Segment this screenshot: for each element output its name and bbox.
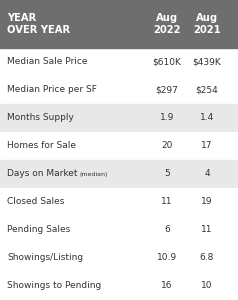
Bar — [0, 48, 238, 76]
Text: 5: 5 — [164, 169, 170, 178]
Text: 11: 11 — [201, 226, 213, 235]
Text: Showings/Listing: Showings/Listing — [7, 254, 83, 262]
Bar — [0, 244, 238, 272]
Text: Median Price per SF: Median Price per SF — [7, 85, 97, 94]
Text: 4: 4 — [204, 169, 210, 178]
Text: Months Supply: Months Supply — [7, 113, 74, 122]
Text: $439K: $439K — [193, 58, 221, 67]
Text: Aug
2022: Aug 2022 — [153, 13, 181, 35]
Text: 6: 6 — [164, 226, 170, 235]
Text: $610K: $610K — [153, 58, 181, 67]
Bar — [0, 104, 238, 132]
Bar — [0, 132, 238, 160]
Text: YEAR
OVER YEAR: YEAR OVER YEAR — [7, 13, 70, 35]
Text: Pending Sales: Pending Sales — [7, 226, 70, 235]
Text: (median): (median) — [79, 172, 107, 177]
Text: Days on Market: Days on Market — [7, 169, 78, 178]
Text: Showings to Pending: Showings to Pending — [7, 281, 101, 290]
Bar — [0, 272, 238, 300]
Text: $297: $297 — [156, 85, 178, 94]
Text: 10: 10 — [201, 281, 213, 290]
Text: 16: 16 — [161, 281, 173, 290]
Text: 19: 19 — [201, 197, 213, 206]
Bar — [0, 160, 238, 188]
Text: 11: 11 — [161, 197, 173, 206]
Text: Homes for Sale: Homes for Sale — [7, 142, 76, 151]
Text: $254: $254 — [196, 85, 218, 94]
Bar — [0, 76, 238, 104]
Text: Aug
2021: Aug 2021 — [193, 13, 221, 35]
Text: Closed Sales: Closed Sales — [7, 197, 64, 206]
Text: Median Sale Price: Median Sale Price — [7, 58, 88, 67]
Text: 1.4: 1.4 — [200, 113, 214, 122]
Text: 17: 17 — [201, 142, 213, 151]
Text: 1.9: 1.9 — [160, 113, 174, 122]
Text: 6.8: 6.8 — [200, 254, 214, 262]
Text: 20: 20 — [161, 142, 173, 151]
Bar — [0, 188, 238, 216]
Bar — [0, 216, 238, 244]
Text: 10.9: 10.9 — [157, 254, 177, 262]
Bar — [0, 0, 238, 48]
